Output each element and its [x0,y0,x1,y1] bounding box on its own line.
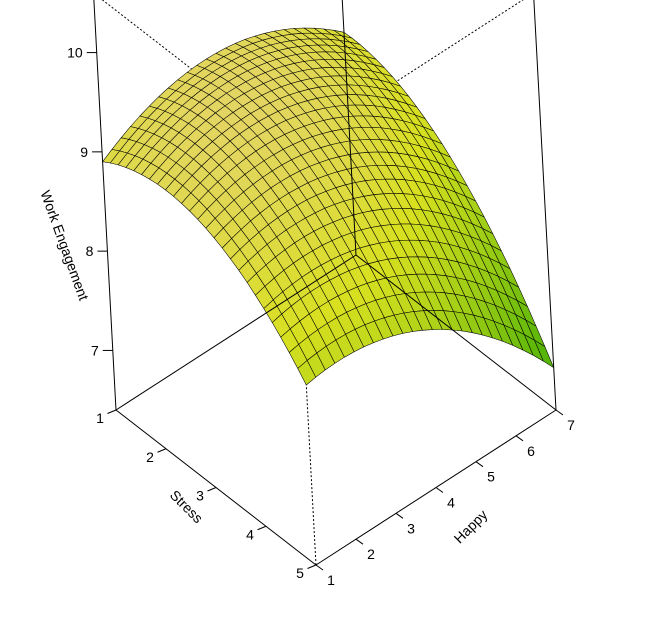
z-tick-label: 9 [80,144,88,160]
x-tick-mark [315,564,324,571]
z-tick-label: 10 [67,45,83,61]
x-tick-label: 5 [487,469,495,485]
surface-mesh [102,27,554,386]
x-axis-title: Happy [450,506,490,546]
x-tick-label: 7 [567,417,575,433]
x-tick-mark [355,538,364,545]
y-tick-label: 1 [96,410,104,426]
axis-ticks: 7 8 9 10 1 2 3 4 5 1 2 3 4 5 6 7 [67,45,575,588]
z-tick-label: 8 [86,243,94,259]
x-tick-label: 4 [447,495,455,511]
z-axis-title: Work Engagement [37,188,92,302]
box-edge [115,254,357,411]
x-tick-mark [475,461,484,468]
box-edge [533,0,557,411]
y-tick-mark [207,487,217,492]
x-tick-mark [555,409,564,416]
y-tick-label: 2 [146,449,154,465]
box-edge [93,0,117,411]
x-tick-mark [395,512,404,519]
x-tick-mark [435,487,444,493]
box-edge [355,254,557,411]
z-tick-label: 7 [91,342,99,358]
x-tick-mark [515,435,524,442]
y-tick-label: 3 [196,488,204,504]
y-tick-label: 5 [296,565,304,581]
box-edge [341,0,357,256]
x-tick-label: 2 [367,546,375,562]
y-tick-label: 4 [246,526,254,542]
x-tick-label: 3 [407,520,415,536]
y-tick-mark [257,525,267,531]
x-tick-label: 1 [327,572,335,588]
x-tick-label: 6 [527,443,535,459]
y-tick-mark [157,448,167,453]
y-tick-mark [107,409,117,414]
y-tick-mark [307,564,317,569]
